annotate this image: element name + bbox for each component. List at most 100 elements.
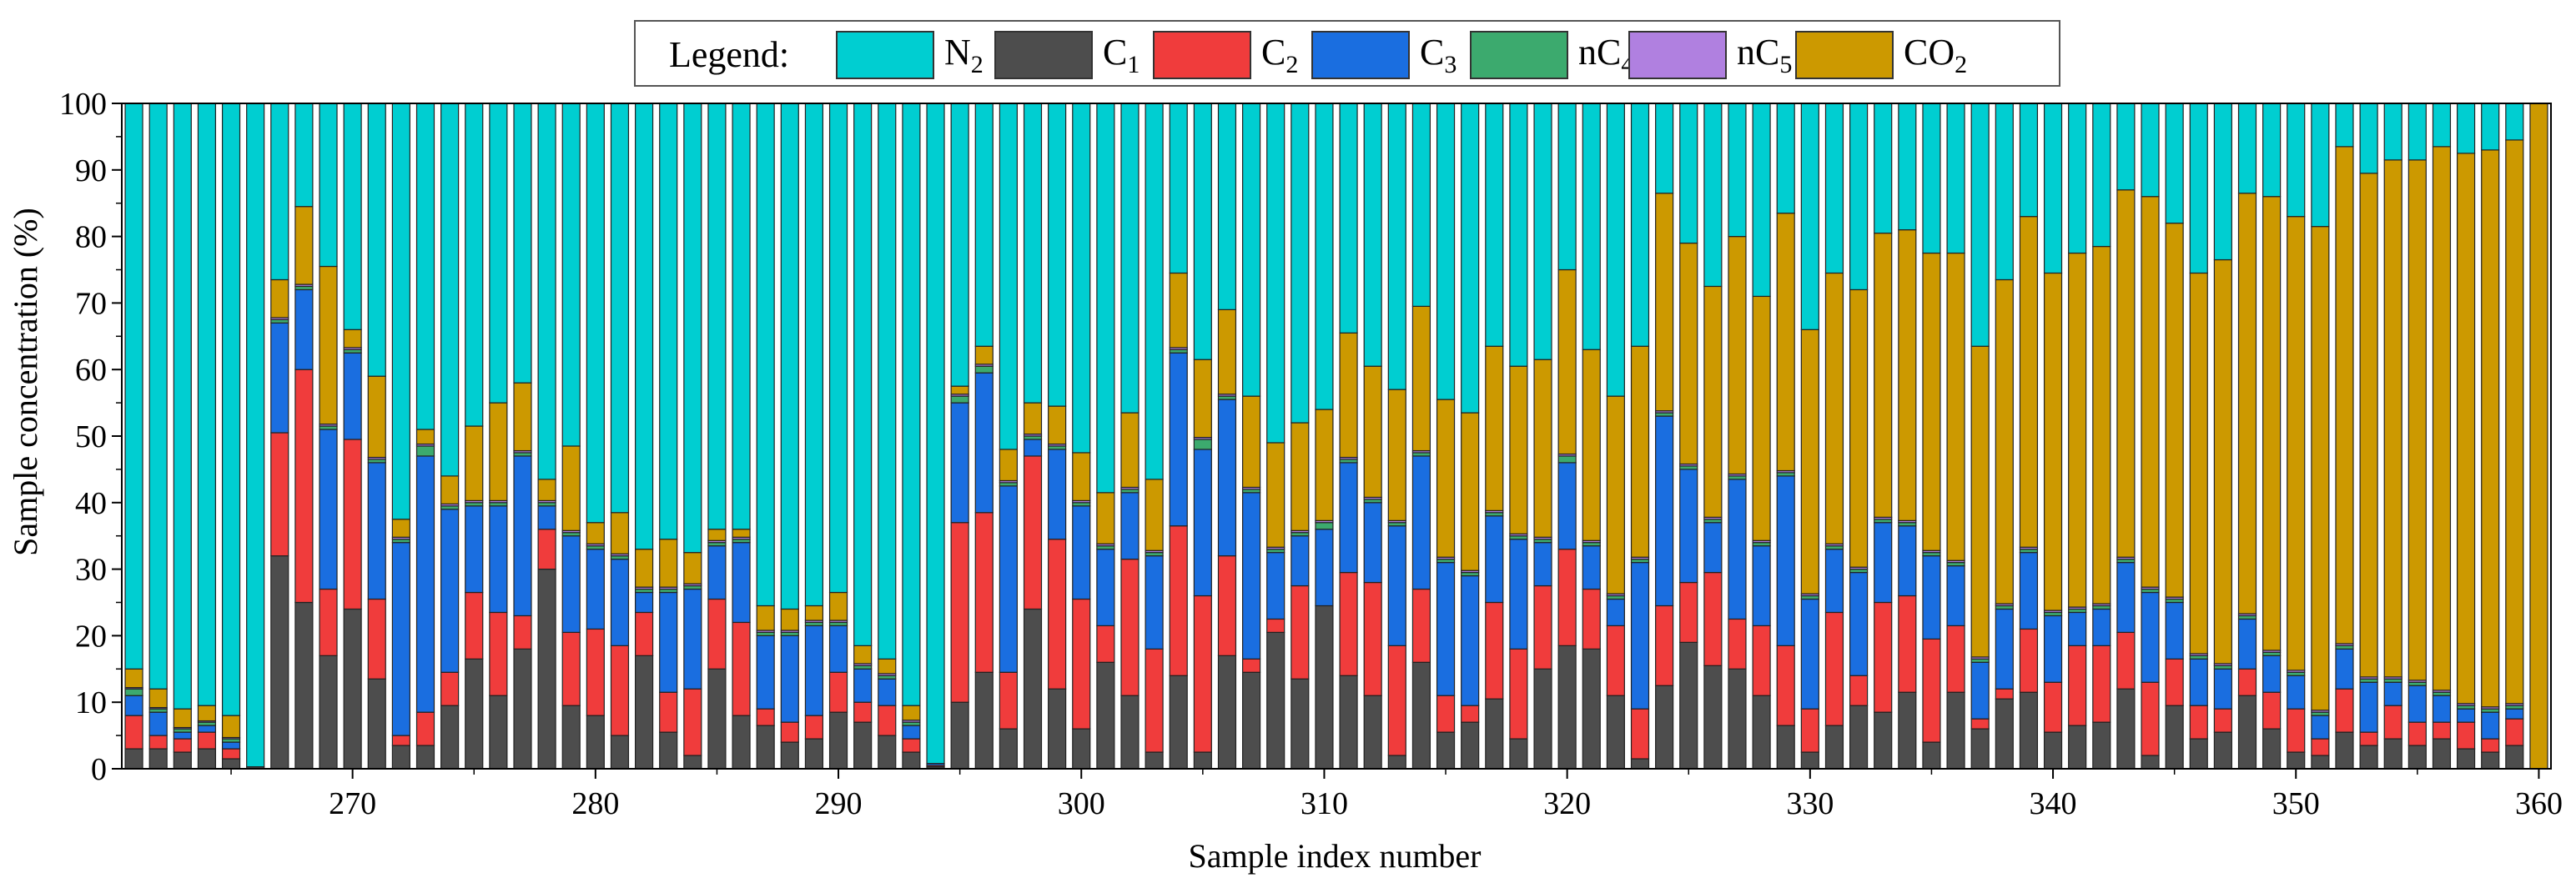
bar-CO2-345 bbox=[2165, 223, 2184, 598]
plot-frame bbox=[121, 103, 2552, 770]
bar-C3-285 bbox=[707, 545, 727, 600]
bar-C3-331 bbox=[1824, 549, 1844, 614]
bar-C3-350 bbox=[2287, 675, 2306, 710]
bar-C1-274 bbox=[440, 705, 460, 770]
bar-C3-343 bbox=[2116, 562, 2136, 634]
y-tick-label: 10 bbox=[75, 685, 107, 720]
x-tick-label: 350 bbox=[2272, 786, 2320, 821]
bar-CO2-317 bbox=[1485, 345, 1504, 511]
y-tick-label: 0 bbox=[91, 752, 107, 787]
bar-C1-295 bbox=[950, 701, 969, 770]
bar-C1-293 bbox=[902, 751, 921, 770]
bar-CO2-343 bbox=[2116, 189, 2136, 558]
bar-C2-351 bbox=[2311, 738, 2330, 756]
bar-C3-359 bbox=[2505, 708, 2524, 720]
bar-N2-350 bbox=[2287, 103, 2306, 218]
bar-CO2-333 bbox=[1874, 233, 1893, 518]
bar-N2-261 bbox=[124, 103, 143, 670]
bar-C3-341 bbox=[2068, 611, 2087, 646]
bar-C3-326 bbox=[1703, 522, 1723, 574]
bar-C2-297 bbox=[999, 671, 1018, 730]
bar-CO2-324 bbox=[1655, 193, 1674, 412]
bar-N2-329 bbox=[1776, 103, 1795, 214]
bar-C2-332 bbox=[1849, 675, 1869, 706]
bar-CO2-349 bbox=[2262, 196, 2282, 651]
bar-CO2-295 bbox=[950, 385, 969, 395]
bar-C1-337 bbox=[1970, 728, 1990, 770]
bar-N2-262 bbox=[148, 103, 168, 690]
bar-C1-262 bbox=[148, 748, 168, 770]
bar-CO2-321 bbox=[1582, 349, 1601, 541]
bar-C2-336 bbox=[1946, 625, 1965, 693]
bar-CO2-299 bbox=[1048, 405, 1067, 445]
bar-CO2-307 bbox=[1241, 395, 1261, 489]
legend-swatch-N2 bbox=[836, 31, 934, 79]
bar-C2-345 bbox=[2165, 658, 2184, 706]
bar-C1-300 bbox=[1072, 728, 1091, 770]
bar-CO2-355 bbox=[2407, 159, 2427, 681]
bar-N2-263 bbox=[173, 103, 192, 710]
bar-C2-305 bbox=[1193, 595, 1212, 753]
bar-nC4-320 bbox=[1557, 455, 1577, 464]
bar-nC4-305 bbox=[1193, 439, 1212, 450]
bar-C1-290 bbox=[828, 711, 848, 770]
bar-C2-295 bbox=[950, 522, 969, 703]
bar-C1-265 bbox=[221, 758, 241, 770]
bar-C3-357 bbox=[2457, 708, 2476, 723]
legend-item-C1: C1 bbox=[994, 30, 1140, 80]
bar-C1-332 bbox=[1849, 705, 1869, 770]
bar-C1-317 bbox=[1485, 698, 1504, 770]
bar-CO2-342 bbox=[2092, 245, 2111, 605]
bar-C2-262 bbox=[148, 735, 168, 750]
bar-C1-347 bbox=[2213, 731, 2232, 770]
bar-C3-300 bbox=[1072, 505, 1091, 600]
bar-CO2-320 bbox=[1557, 268, 1577, 455]
bar-C1-346 bbox=[2189, 738, 2208, 770]
bar-C2-346 bbox=[2189, 705, 2208, 740]
bar-C2-302 bbox=[1120, 559, 1140, 696]
bar-N2-348 bbox=[2237, 103, 2257, 194]
x-tick-label: 270 bbox=[329, 786, 376, 821]
bar-C2-329 bbox=[1776, 645, 1795, 726]
bar-C2-339 bbox=[2019, 628, 2039, 693]
bar-C1-350 bbox=[2287, 751, 2306, 770]
bar-N2-309 bbox=[1291, 103, 1310, 424]
bar-C3-274 bbox=[440, 509, 460, 673]
bar-C1-292 bbox=[878, 735, 897, 770]
bar-CO2-330 bbox=[1800, 329, 1819, 595]
bar-C3-323 bbox=[1630, 562, 1650, 710]
bar-C2-304 bbox=[1169, 525, 1188, 676]
bar-N2-347 bbox=[2213, 103, 2232, 261]
bar-C1-358 bbox=[2481, 751, 2500, 770]
bar-CO2-271 bbox=[367, 375, 386, 459]
bar-C3-338 bbox=[1995, 608, 2014, 690]
bar-N2-289 bbox=[804, 103, 824, 607]
bar-C1-269 bbox=[319, 655, 338, 770]
axes-group: 0 10 20 30 40 50 60 70 80 90 100 270 280 290 300 310 320… bbox=[59, 87, 2563, 821]
bar-C2-287 bbox=[756, 708, 775, 726]
bar-N2-302 bbox=[1120, 103, 1140, 414]
bar-CO2-318 bbox=[1509, 365, 1528, 534]
bar-N2-328 bbox=[1752, 103, 1771, 298]
bar-C2-276 bbox=[489, 611, 508, 696]
bar-C3-349 bbox=[2262, 655, 2282, 693]
bar-CO2-336 bbox=[1946, 252, 1965, 561]
bar-C2-350 bbox=[2287, 708, 2306, 753]
bar-N2-264 bbox=[197, 103, 217, 706]
bar-C2-338 bbox=[1995, 688, 2014, 700]
bar-N2-276 bbox=[489, 103, 508, 404]
bar-N2-300 bbox=[1072, 103, 1091, 454]
bar-C2-341 bbox=[2068, 645, 2087, 726]
bar-C3-317 bbox=[1485, 515, 1504, 604]
legend-swatch-C2 bbox=[1153, 31, 1251, 79]
bar-N2-292 bbox=[878, 103, 897, 660]
bar-N2-278 bbox=[537, 103, 556, 480]
bar-CO2-351 bbox=[2311, 226, 2330, 711]
x-tick-label: 280 bbox=[571, 786, 619, 821]
bar-C2-317 bbox=[1485, 601, 1504, 700]
bar-CO2-281 bbox=[610, 512, 630, 554]
bar-C1-333 bbox=[1874, 711, 1893, 770]
bar-N2-304 bbox=[1169, 103, 1188, 274]
bar-C3-311 bbox=[1339, 462, 1358, 574]
legend-text-C2: C2 bbox=[1261, 32, 1299, 78]
